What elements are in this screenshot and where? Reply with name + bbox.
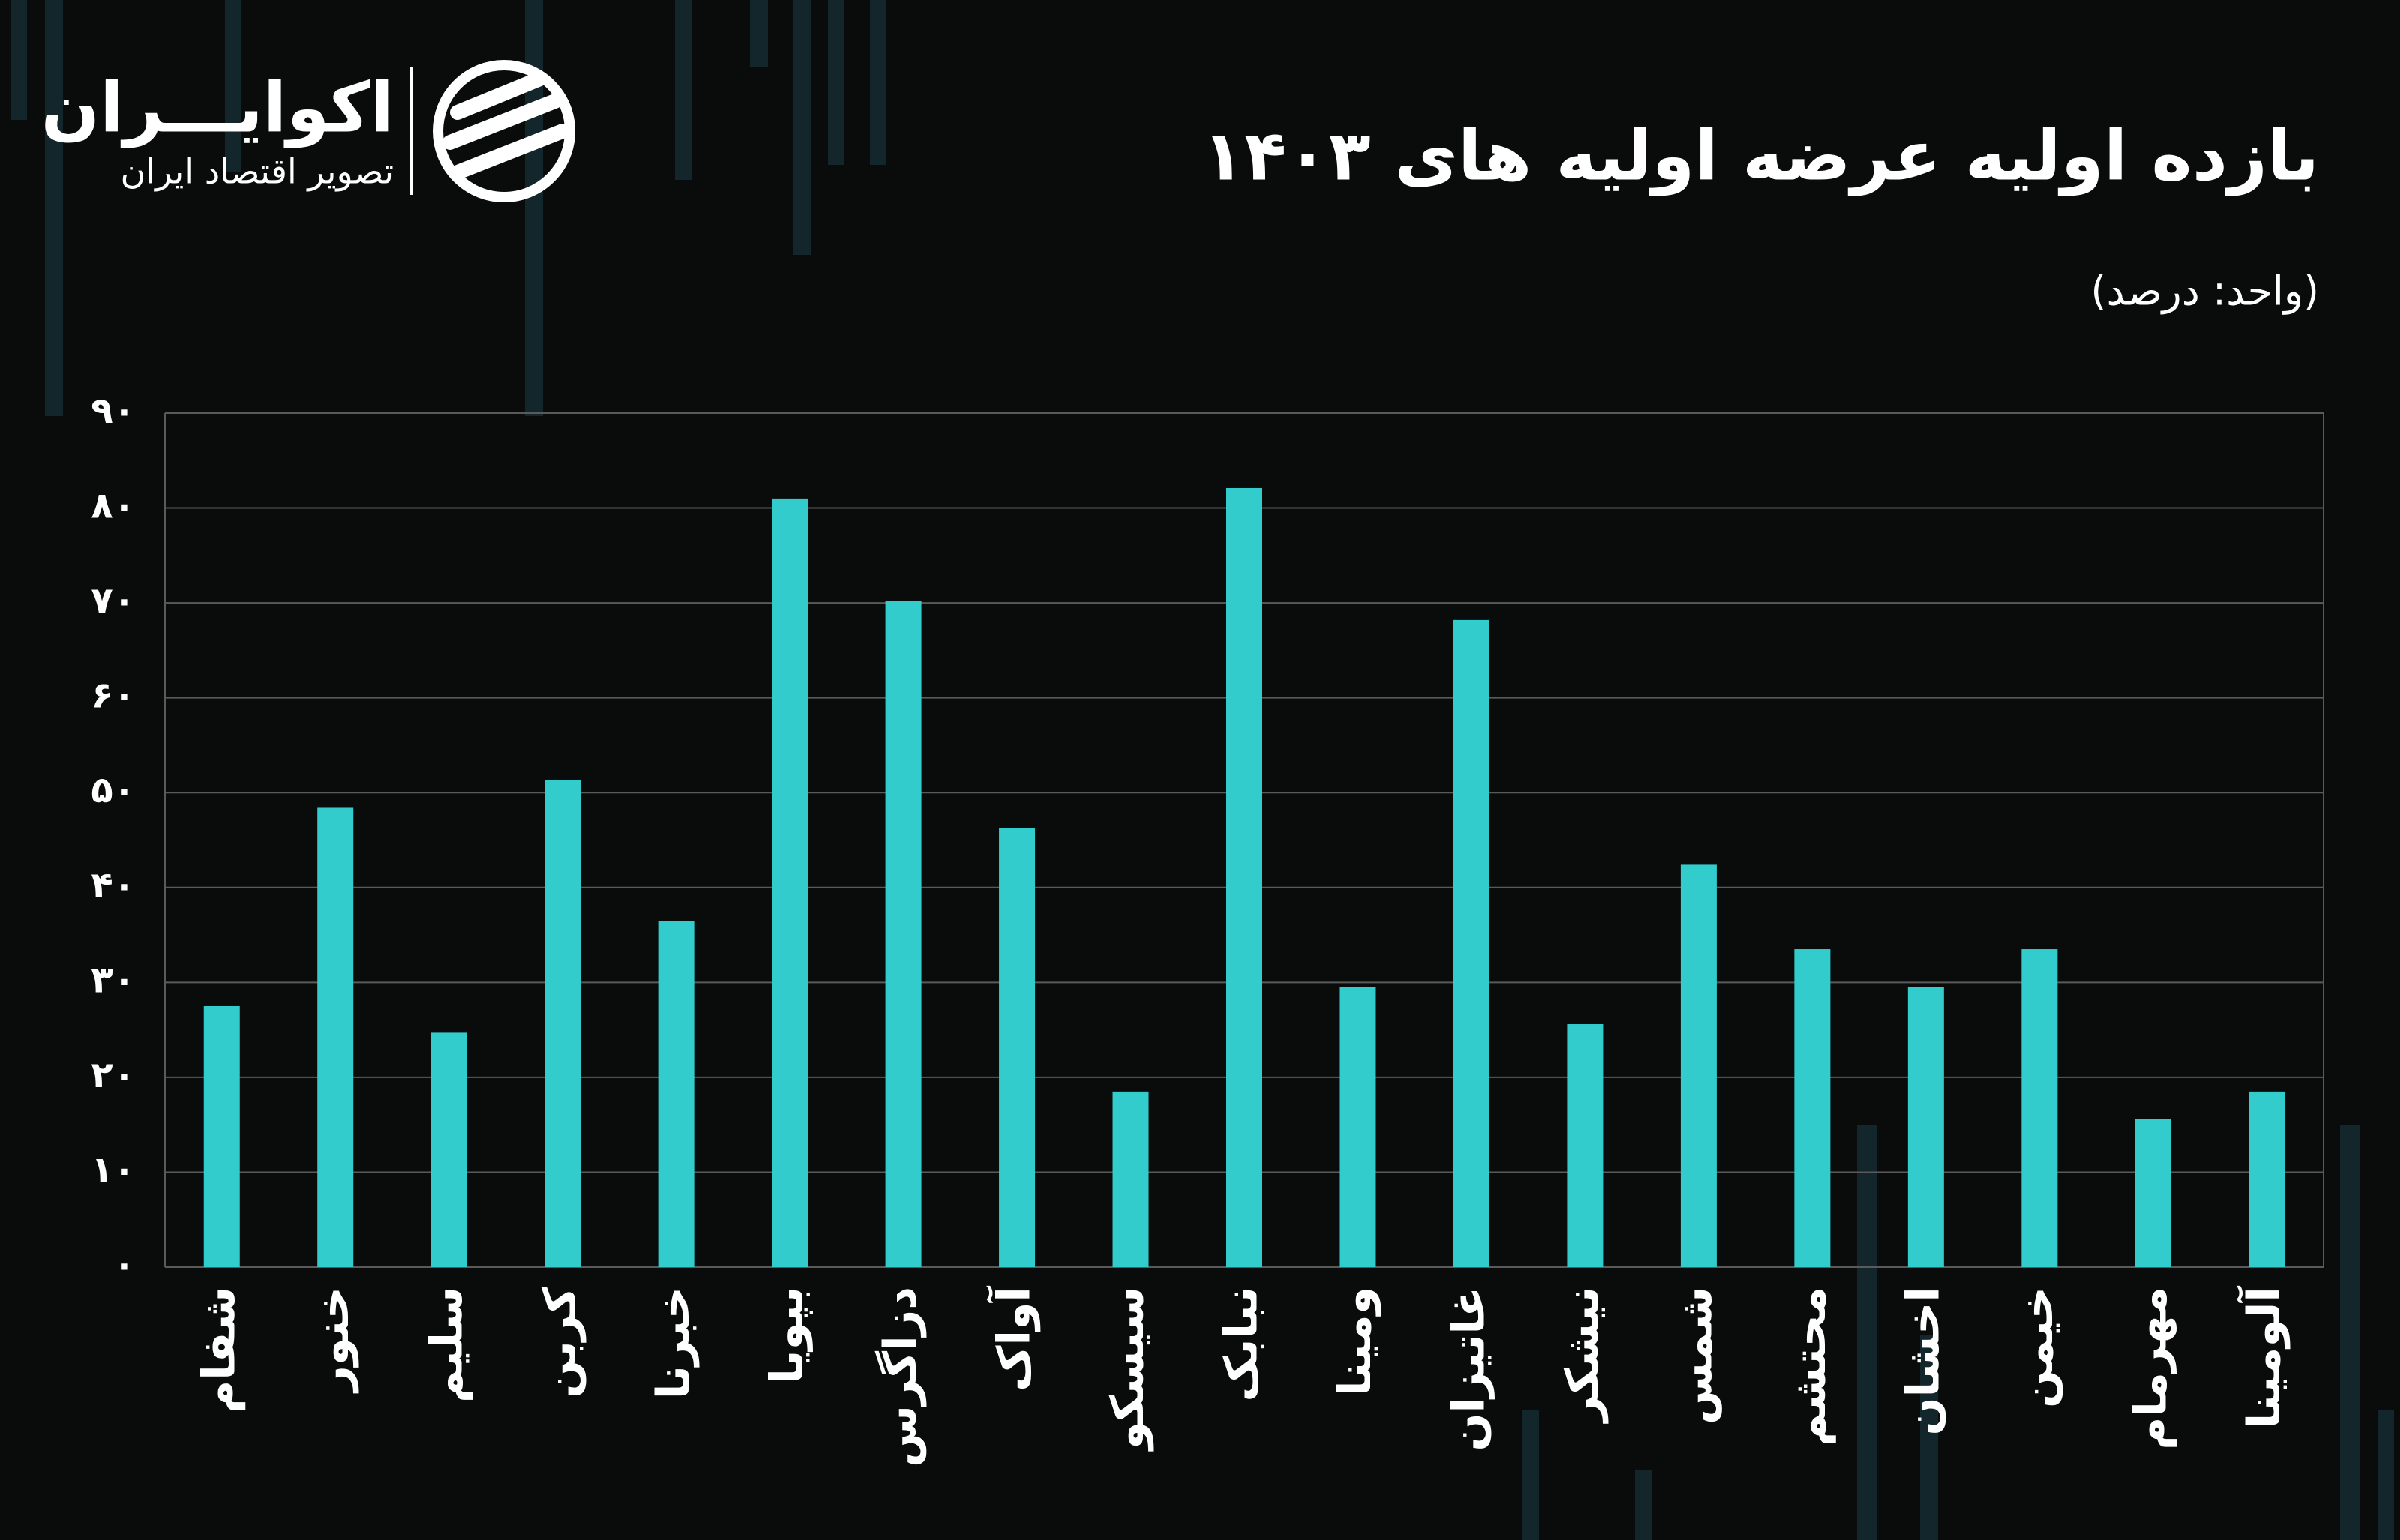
logo-tagline: تصویر اقتصاد ایران (121, 151, 394, 193)
y-tick-label: ۳۰ (91, 959, 135, 1001)
bar (1907, 987, 1944, 1267)
x-tick-label: آلومینا (2236, 1286, 2290, 1429)
bar (2021, 949, 2058, 1267)
y-tick-label: ۴۰ (91, 864, 135, 906)
y-tick-label: ۱۰ (91, 1149, 135, 1191)
bar (317, 807, 354, 1267)
bar (2248, 1091, 2285, 1267)
x-tick-label: غاتیزان (1443, 1287, 1496, 1452)
y-tick-label: ۰ (113, 1244, 135, 1286)
x-tick-label: سیسکو (1102, 1287, 1154, 1452)
x-tick-label: آواک (986, 1286, 1041, 1392)
x-tick-label: خبرنا (647, 1287, 700, 1399)
x-tick-label: نیشکر (1556, 1287, 1609, 1424)
y-tick-label: ۷۰ (91, 580, 135, 622)
x-tick-label: سلیم (420, 1287, 472, 1403)
y-tick-label: ۵۰ (91, 769, 135, 811)
bar (658, 921, 694, 1267)
x-tick-label: دزاگرس (874, 1287, 927, 1467)
bar (885, 601, 922, 1267)
y-tick-label: ۶۰ (91, 675, 135, 717)
chart-title: بازده اولیه عرضه اولیه های ۱۴۰۳ (1202, 115, 2319, 196)
x-tick-label: خنور (307, 1287, 359, 1394)
bar (772, 498, 808, 1267)
y-tick-label: ۸۰ (91, 485, 135, 527)
x-tick-label: محتشم (1784, 1287, 1836, 1446)
chart-subtitle: (واحد: درصد) (2090, 268, 2319, 315)
logo: اکوایـــران تصویر اقتصاد ایران (41, 60, 575, 202)
bar (544, 780, 581, 1267)
x-tick-label: ومینا (1329, 1287, 1382, 1396)
bar (1453, 619, 1490, 1267)
x-tick-label: شمس (1670, 1287, 1722, 1425)
bar (999, 828, 1036, 1267)
y-tick-label: ۹۰ (91, 390, 135, 432)
x-tick-label: مهرمام (2124, 1287, 2176, 1450)
x-tick-label: کربن (534, 1287, 586, 1398)
bar (1112, 1091, 1149, 1267)
x-tick-label: بپویا (761, 1287, 814, 1384)
bar (430, 1032, 467, 1267)
x-tick-label: اخشان (1897, 1287, 1949, 1436)
x-tick-label: شفام (193, 1287, 245, 1413)
bar (2134, 1119, 2171, 1267)
decoration (10, 0, 2394, 1540)
x-tick-label: نبابک (1216, 1287, 1268, 1402)
logo-stripes (442, 71, 570, 180)
bar (1567, 1024, 1604, 1267)
bar (1226, 487, 1262, 1267)
x-tick-label: خیمن (2011, 1287, 2063, 1408)
bar (1794, 949, 1831, 1267)
logo-name: اکوایـــران (41, 67, 394, 148)
bar (1340, 987, 1376, 1267)
y-tick-label: ۲۰ (91, 1054, 135, 1096)
bar (203, 1005, 240, 1267)
bar (1680, 864, 1717, 1267)
